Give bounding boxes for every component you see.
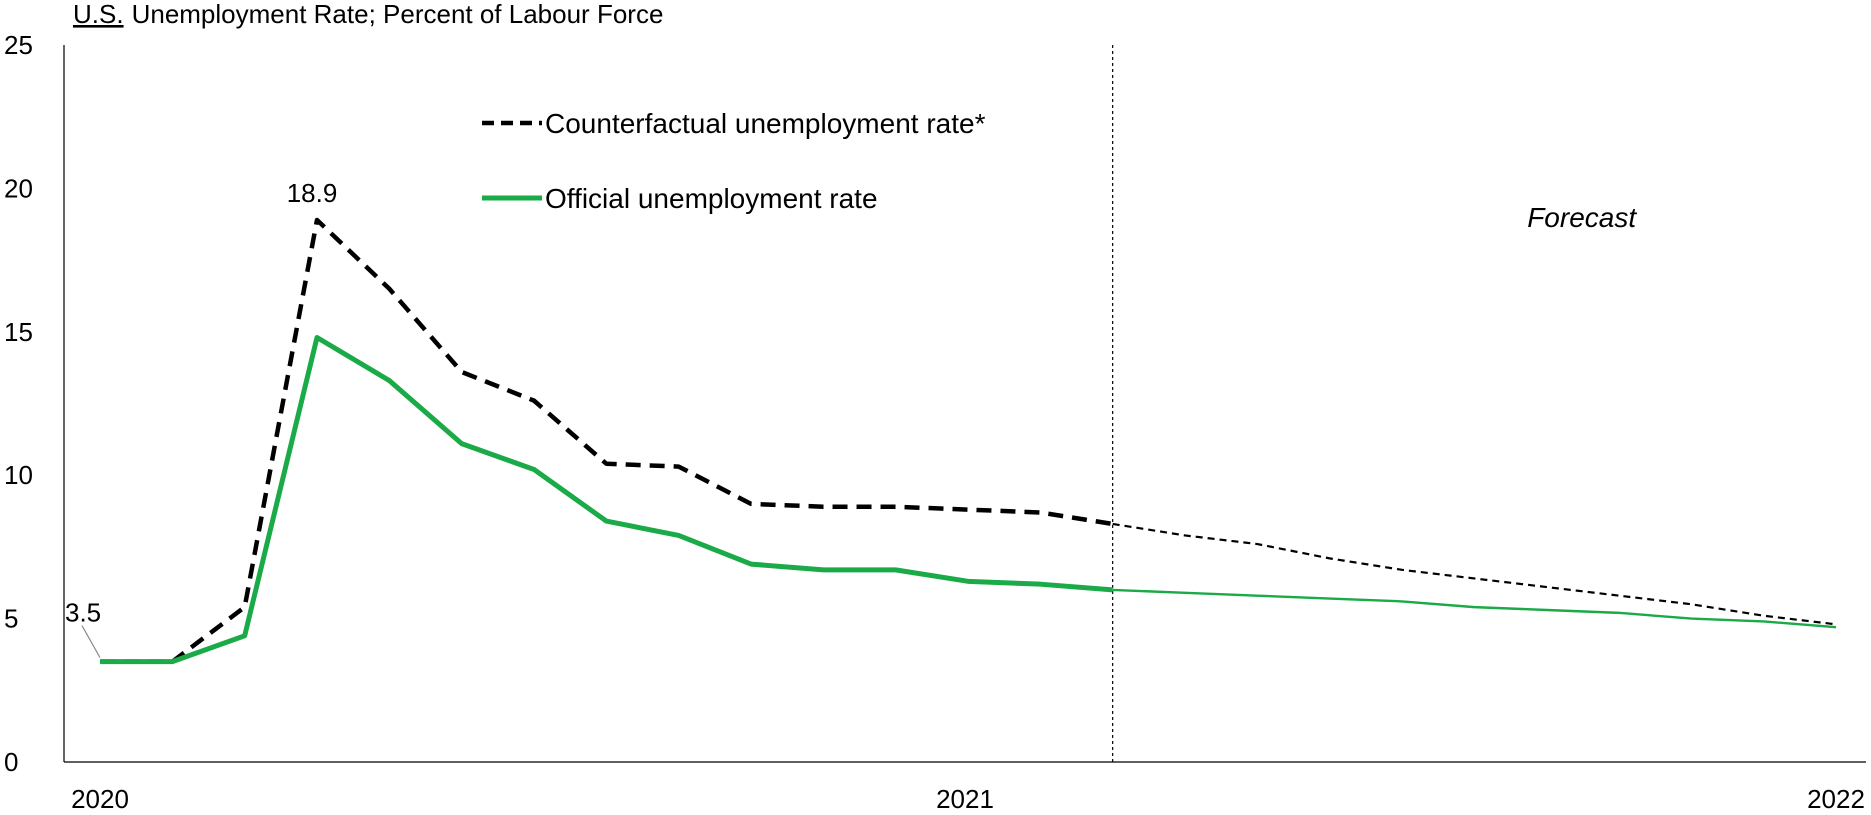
legend: Counterfactual unemployment rate* Officia… xyxy=(482,108,986,214)
series-lines xyxy=(100,217,1837,665)
x-tick-label: 2021 xyxy=(936,784,994,814)
legend-label-official: Official unemployment rate xyxy=(545,183,878,214)
data-label: 3.5 xyxy=(65,598,101,628)
y-tick-label: 20 xyxy=(4,173,33,203)
data-label-leader xyxy=(81,625,101,658)
chart-title: U.S. Unemployment Rate; Percent of Labour… xyxy=(73,0,663,29)
chart-title-text: Unemployment Rate; Percent of Labour For… xyxy=(132,0,664,29)
series-line-official-historical xyxy=(100,335,1113,665)
y-tick-label: 10 xyxy=(4,460,33,490)
y-tick-label: 5 xyxy=(4,604,18,634)
series-line-counterfactual-forecast xyxy=(1112,522,1837,626)
data-labels: 3.5 18.9 xyxy=(65,178,337,658)
data-label: 18.9 xyxy=(287,178,338,208)
y-axis-ticks: 0 5 10 15 20 25 xyxy=(4,30,33,777)
chart-title-prefix: U.S. xyxy=(73,0,124,29)
y-tick-label: 25 xyxy=(4,30,33,60)
series-line-official-forecast xyxy=(1112,588,1837,629)
series-line-counterfactual-historical xyxy=(100,217,1114,664)
y-tick-label: 0 xyxy=(4,747,18,777)
forecast-annotation: Forecast xyxy=(1527,202,1637,233)
x-axis-ticks: 2020 2021 2022 xyxy=(71,784,1865,814)
legend-label-counterfactual: Counterfactual unemployment rate* xyxy=(545,108,986,139)
axes xyxy=(63,45,1866,763)
y-tick-label: 15 xyxy=(4,317,33,347)
x-tick-label: 2022 xyxy=(1807,784,1865,814)
forecast-divider: Forecast xyxy=(1112,45,1637,762)
x-tick-label: 2020 xyxy=(71,784,129,814)
